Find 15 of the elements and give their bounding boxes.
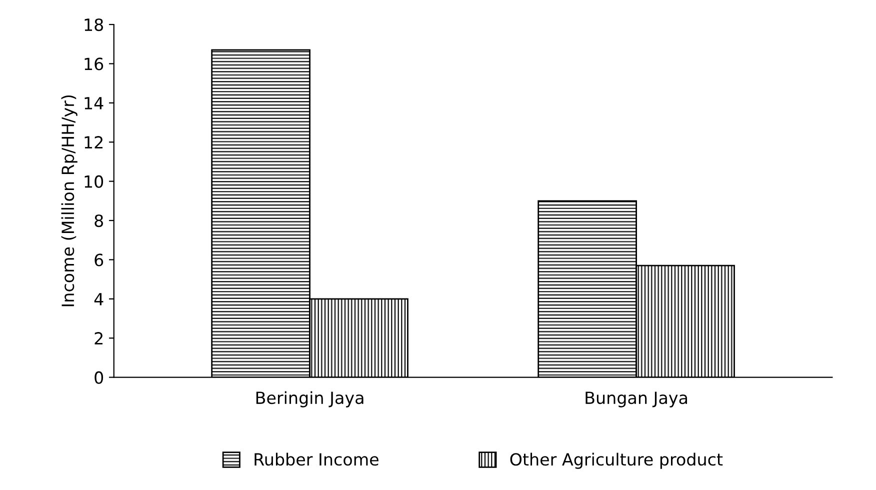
y-tick-label: 16 bbox=[84, 58, 104, 70]
x-tick-label: Beringin Jaya bbox=[256, 391, 364, 408]
y-tick-label: 8 bbox=[94, 214, 104, 228]
y-tick-label: 0 bbox=[94, 371, 104, 384]
y-tick-label: 2 bbox=[94, 332, 102, 344]
y-tick-label: 14 bbox=[84, 97, 104, 110]
y-axis-title: Income (Million Rp/HH/yr) bbox=[61, 95, 78, 306]
legend-label: Other Agriculture product bbox=[510, 452, 723, 469]
y-tick-label: 6 bbox=[94, 254, 104, 266]
y-tick-label: 18 bbox=[84, 18, 104, 32]
x-tick-label: Bungan Jaya bbox=[586, 392, 687, 408]
legend-label: Rubber Income bbox=[254, 452, 378, 466]
y-tick-label: 12 bbox=[84, 136, 102, 148]
y-tick-label: 10 bbox=[84, 175, 104, 188]
y-tick-label: 4 bbox=[94, 293, 104, 306]
